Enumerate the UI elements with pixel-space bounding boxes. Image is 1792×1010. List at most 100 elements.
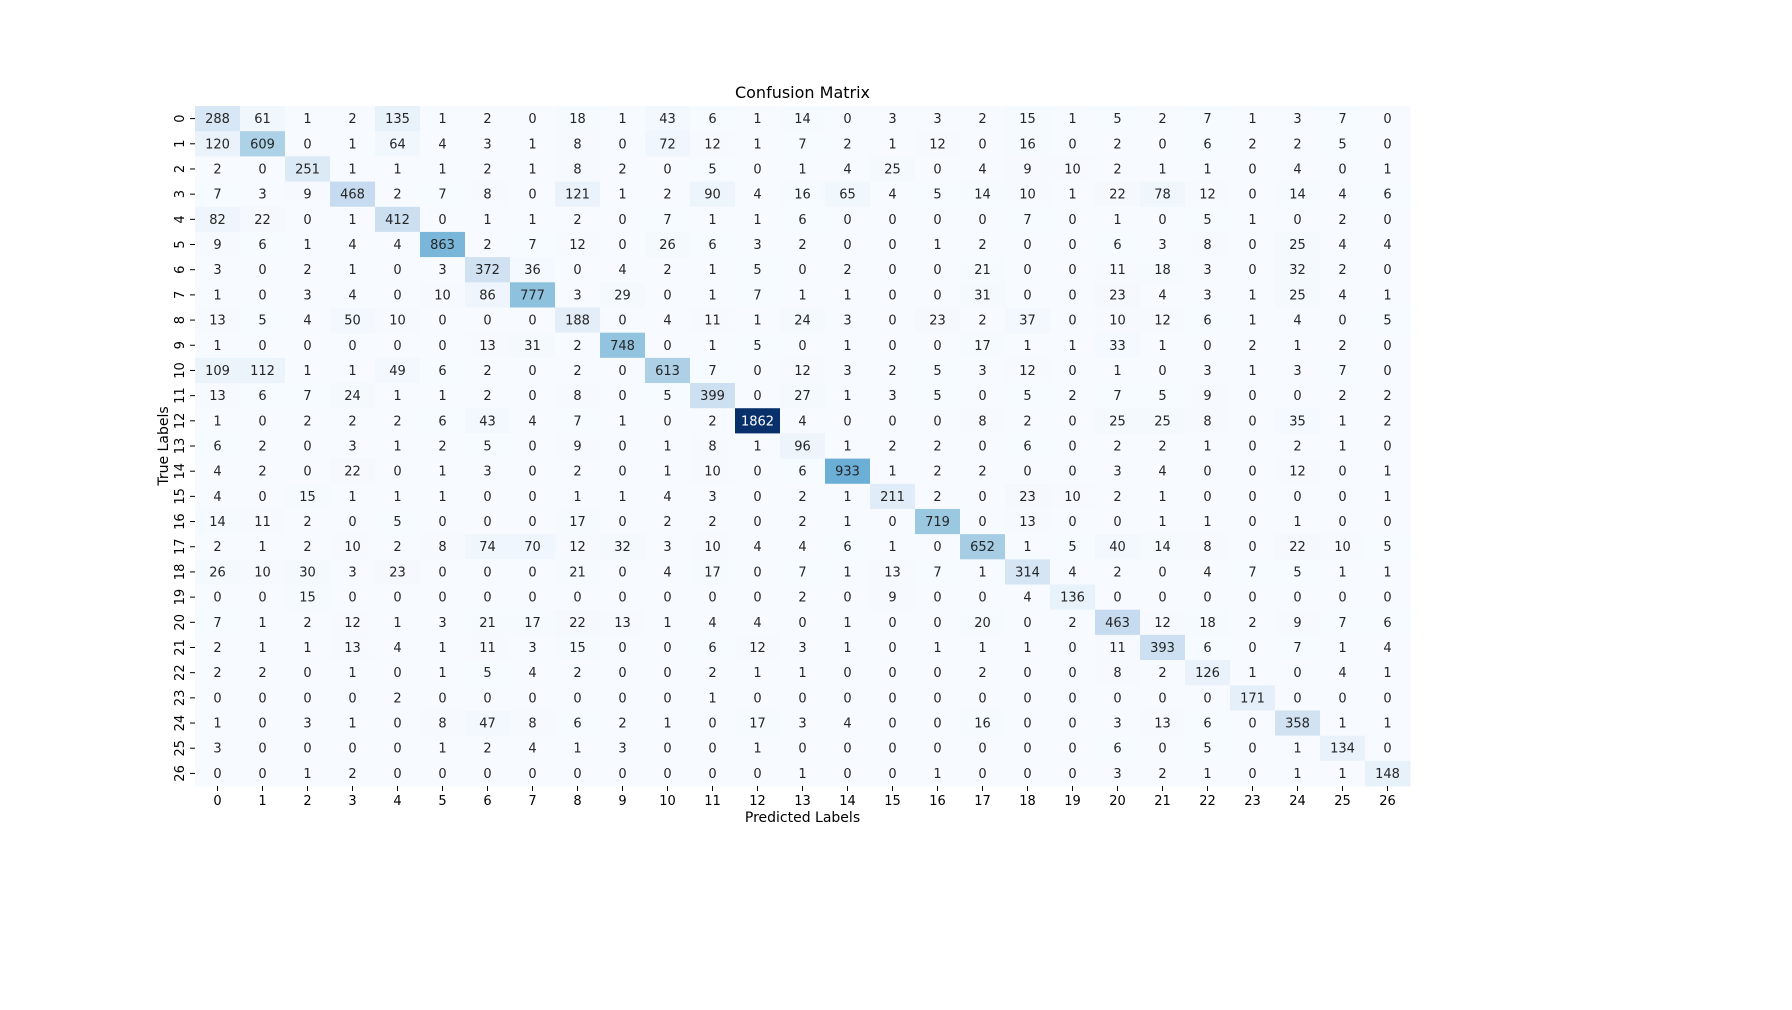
heatmap-cell-1-8 (555, 131, 601, 157)
heatmap-cell-26-6 (465, 760, 511, 787)
heatmap-cell-value-10-16: 5 (933, 364, 941, 379)
heatmap-cell-value-19-16: 0 (933, 591, 941, 606)
heatmap-cell-20-11 (690, 609, 736, 636)
heatmap-cell-5-13 (780, 231, 826, 258)
heatmap-cell-value-4-23: 1 (1248, 213, 1256, 228)
heatmap-cell-value-11-10: 5 (663, 389, 671, 404)
heatmap-cell-1-15 (870, 131, 916, 157)
heatmap-cell-value-8-19: 0 (1068, 314, 1076, 329)
heatmap-cell-12-9 (600, 408, 646, 434)
heatmap-cell-value-11-0: 13 (209, 389, 226, 404)
heatmap-cell-value-14-8: 2 (573, 465, 581, 480)
heatmap-cell-6-0 (195, 257, 241, 283)
heatmap-cell-value-4-21: 0 (1158, 213, 1166, 228)
heatmap-cell-1-23 (1230, 131, 1276, 157)
heatmap-cell-21-21 (1140, 634, 1186, 661)
heatmap-cell-value-2-13: 1 (798, 162, 806, 177)
heatmap-cell-value-26-25: 1 (1338, 767, 1346, 782)
heatmap-cell-value-16-10: 2 (663, 515, 671, 530)
heatmap-cell-6-17 (960, 257, 1006, 283)
heatmap-cell-15-1 (240, 483, 286, 510)
heatmap-cell-value-21-1: 1 (258, 641, 266, 656)
heatmap-cell-18-10 (645, 559, 691, 586)
heatmap-cell-value-3-26: 6 (1383, 188, 1391, 203)
heatmap-cell-value-11-14: 1 (843, 389, 851, 404)
heatmap-cell-7-22 (1185, 282, 1231, 308)
heatmap-cell-24-8 (555, 710, 601, 737)
heatmap-cell-value-7-11: 1 (708, 288, 716, 303)
heatmap-cell-value-24-16: 0 (933, 717, 941, 732)
heatmap-cell-value-9-14: 1 (843, 339, 851, 354)
heatmap-cell-value-4-25: 2 (1338, 213, 1346, 228)
heatmap-cell-0-0 (195, 106, 241, 132)
heatmap-cell-value-26-3: 2 (348, 767, 356, 782)
heatmap-cell-4-21 (1140, 206, 1186, 233)
heatmap-cell-25-22 (1185, 735, 1231, 762)
heatmap-cell-23-4 (375, 685, 421, 711)
heatmap-cell-value-12-6: 43 (479, 414, 496, 429)
heatmap-cell-value-21-0: 2 (213, 641, 221, 656)
heatmap-cell-1-9 (600, 131, 646, 157)
heatmap-cell-16-4 (375, 508, 421, 535)
heatmap-cell-2-6 (465, 156, 511, 183)
heatmap-cell-value-7-20: 23 (1109, 288, 1126, 303)
heatmap-cell-22-20 (1095, 660, 1141, 686)
heatmap-cell-17-1 (240, 534, 286, 560)
heatmap-cell-15-0 (195, 483, 241, 510)
heatmap-cell-19-13 (780, 584, 826, 611)
heatmap-cell-value-21-26: 4 (1383, 641, 1391, 656)
heatmap-cell-value-20-21: 12 (1154, 616, 1171, 631)
x-tick-label-5: 5 (438, 794, 446, 809)
heatmap-cell-value-16-4: 5 (393, 515, 401, 530)
heatmap-cell-1-10 (645, 131, 691, 157)
heatmap-cell-value-13-2: 0 (303, 440, 311, 455)
heatmap-cell-0-11 (690, 106, 736, 132)
heatmap-cell-value-22-14: 0 (843, 666, 851, 681)
heatmap-cell-25-13 (780, 735, 826, 762)
heatmap-cell-0-13 (780, 106, 826, 132)
heatmap-cell-12-17 (960, 408, 1006, 434)
heatmap-cell-3-6 (465, 181, 511, 208)
heatmap-cell-23-22 (1185, 685, 1231, 711)
heatmap-cell-19-19 (1050, 584, 1096, 611)
heatmap-cell-value-0-23: 1 (1248, 112, 1256, 127)
heatmap-cell-1-6 (465, 131, 511, 157)
heatmap-cell-value-6-25: 2 (1338, 263, 1346, 278)
heatmap-cell-value-22-24: 0 (1293, 666, 1301, 681)
heatmap-cell-25-15 (870, 735, 916, 762)
heatmap-cell-4-18 (1005, 206, 1051, 233)
heatmap-cell-value-6-0: 3 (213, 263, 221, 278)
heatmap-cell-value-17-7: 70 (524, 540, 541, 555)
heatmap-cell-3-13 (780, 181, 826, 208)
heatmap-cell-26-13 (780, 760, 826, 787)
heatmap-cell-value-12-0: 1 (213, 414, 221, 429)
heatmap-cell-17-2 (285, 534, 331, 560)
heatmap-cell-value-23-18: 0 (1023, 691, 1031, 706)
heatmap-cell-value-9-7: 31 (524, 339, 541, 354)
heatmap-cell-20-19 (1050, 609, 1096, 636)
heatmap-cell-value-23-7: 0 (528, 691, 536, 706)
heatmap-cell-15-4 (375, 483, 421, 510)
heatmap-cell-14-1 (240, 458, 286, 485)
heatmap-cell-value-19-0: 0 (213, 591, 221, 606)
heatmap-cell-value-2-25: 0 (1338, 162, 1346, 177)
heatmap-cell-24-25 (1320, 710, 1366, 737)
heatmap-cell-15-22 (1185, 483, 1231, 510)
heatmap-cell-value-5-20: 6 (1113, 238, 1121, 253)
heatmap-cell-6-14 (825, 257, 871, 283)
heatmap-cell-9-25 (1320, 332, 1366, 359)
heatmap-cell-value-0-7: 0 (528, 112, 536, 127)
heatmap-cell-value-5-19: 0 (1068, 238, 1076, 253)
heatmap-cell-value-18-11: 17 (704, 565, 721, 580)
heatmap-cell-value-7-26: 1 (1383, 288, 1391, 303)
heatmap-cell-17-11 (690, 534, 736, 560)
heatmap-cell-26-25 (1320, 760, 1366, 787)
heatmap-cell-value-25-6: 2 (483, 742, 491, 757)
heatmap-cell-value-25-2: 0 (303, 742, 311, 757)
heatmap-cell-13-19 (1050, 433, 1096, 460)
heatmap-cell-value-4-9: 0 (618, 213, 626, 228)
heatmap-cell-value-2-18: 9 (1023, 162, 1031, 177)
heatmap-cell-23-9 (600, 685, 646, 711)
heatmap-cell-value-5-0: 9 (213, 238, 221, 253)
heatmap-cell-18-7 (510, 559, 556, 586)
